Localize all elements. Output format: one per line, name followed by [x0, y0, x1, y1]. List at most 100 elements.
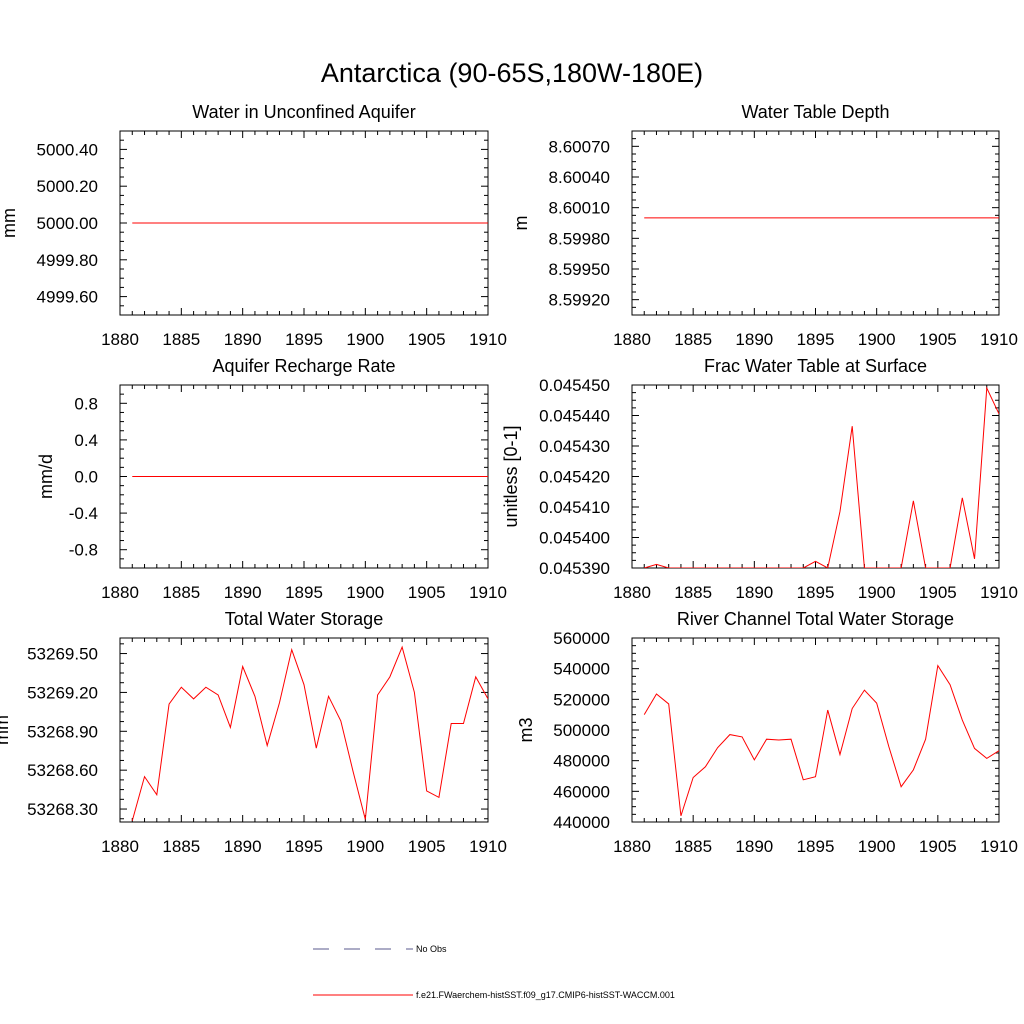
y-tick-label: 8.60010: [549, 199, 610, 218]
plot-frame: [631, 637, 1000, 823]
panel-water-in-unconfined-aquifer: Water in Unconfined Aquifer 1880 1885 1890 1…: [0, 102, 507, 349]
panel-river-channel-total-water-storage: River Channel Total Water Storage 1880 188…: [516, 609, 1018, 856]
y-tick-label: 560000: [553, 629, 610, 648]
y-tick-label: 53268.60: [27, 761, 98, 780]
x-tick-label: 1900: [346, 837, 384, 856]
y-tick-label: 8.59980: [549, 229, 610, 248]
y-tick-label: 8.59920: [549, 291, 610, 310]
y-tick-label: 540000: [553, 660, 610, 679]
x-tick-label: 1895: [285, 330, 323, 349]
y-tick-label: 0.045410: [539, 498, 610, 517]
x-tick-label: 1890: [735, 583, 773, 602]
y-axis-label: unitless [0-1]: [501, 425, 521, 527]
panel-title: River Channel Total Water Storage: [677, 609, 954, 629]
y-axis-label: mm/d: [36, 454, 56, 499]
series-line-0: [644, 386, 999, 568]
y-tick-label: 0.045450: [539, 376, 610, 395]
legend-item-model: f.e21.FWaerchem-histSST.f09_g17.CMIP6-hi…: [313, 990, 675, 1000]
x-tick-label: 1880: [613, 583, 651, 602]
x-tick-label: 1900: [858, 330, 896, 349]
panel-water-table-depth: Water Table Depth 1880 1885 1890 1895 1900 190…: [511, 102, 1018, 349]
x-tick-label: 1910: [469, 837, 507, 856]
y-tick-label: 0.8: [74, 394, 98, 413]
y-tick-label: 0.045400: [539, 529, 610, 548]
x-tick-label: 1885: [674, 330, 712, 349]
y-axis-label: m: [511, 216, 531, 231]
x-tick-label: 1895: [797, 583, 835, 602]
y-tick-label: 0.045420: [539, 468, 610, 487]
y-tick-label: 0.045440: [539, 407, 610, 426]
plot-frame: [631, 384, 1000, 569]
legend: No Obs f.e21.FWaerchem-histSST.f09_g17.C…: [313, 944, 675, 1000]
panel-title: Water in Unconfined Aquifer: [192, 102, 415, 122]
y-tick-label: -0.8: [69, 541, 98, 560]
panel-title: Frac Water Table at Surface: [704, 356, 927, 376]
x-tick-label: 1900: [346, 330, 384, 349]
y-tick-label: 4999.60: [37, 288, 98, 307]
y-axis-label: mm: [0, 715, 12, 745]
y-axis-label: m3: [516, 717, 536, 742]
x-tick-label: 1890: [224, 583, 262, 602]
x-tick-label: 1885: [162, 837, 200, 856]
x-tick-label: 1905: [408, 330, 446, 349]
y-tick-label: 0.045390: [539, 559, 610, 578]
x-tick-label: 1900: [346, 583, 384, 602]
x-tick-label: 1895: [285, 837, 323, 856]
x-tick-label: 1885: [162, 330, 200, 349]
y-axis-label: mm: [0, 208, 19, 238]
y-tick-label: 53269.50: [27, 645, 98, 664]
y-tick-label: -0.4: [69, 504, 98, 523]
x-tick-label: 1890: [224, 330, 262, 349]
x-tick-label: 1890: [735, 837, 773, 856]
y-tick-label: 53268.30: [27, 800, 98, 819]
x-tick-label: 1905: [919, 583, 957, 602]
x-tick-label: 1880: [613, 837, 651, 856]
x-tick-label: 1910: [469, 583, 507, 602]
x-tick-label: 1885: [162, 583, 200, 602]
x-tick-label: 1895: [797, 330, 835, 349]
y-tick-label: 8.60040: [549, 168, 610, 187]
x-tick-label: 1895: [285, 583, 323, 602]
x-tick-label: 1880: [101, 837, 139, 856]
x-tick-label: 1900: [858, 837, 896, 856]
legend-label-model: f.e21.FWaerchem-histSST.f09_g17.CMIP6-hi…: [416, 990, 675, 1000]
x-tick-label: 1910: [469, 330, 507, 349]
y-tick-label: 4999.80: [37, 251, 98, 270]
x-tick-label: 1910: [980, 583, 1018, 602]
x-tick-label: 1905: [919, 837, 957, 856]
panels: Water in Unconfined Aquifer 1880 1885 1890 1…: [0, 102, 1018, 856]
x-tick-label: 1910: [980, 330, 1018, 349]
legend-item-no-obs: No Obs: [313, 944, 447, 954]
y-tick-label: 5000.20: [37, 177, 98, 196]
x-tick-label: 1885: [674, 583, 712, 602]
y-tick-label: 8.60070: [549, 137, 610, 156]
y-tick-label: 460000: [553, 782, 610, 801]
panel-frac-water-table-at-surface: Frac Water Table at Surface 1880 1885 1890 1…: [501, 356, 1018, 602]
x-tick-label: 1905: [408, 837, 446, 856]
x-tick-label: 1910: [980, 837, 1018, 856]
y-tick-label: 0.045430: [539, 437, 610, 456]
x-tick-label: 1880: [101, 583, 139, 602]
x-tick-label: 1890: [735, 330, 773, 349]
series-line-0: [131, 645, 488, 821]
y-tick-label: 440000: [553, 813, 610, 832]
x-tick-label: 1895: [797, 837, 835, 856]
x-tick-label: 1900: [858, 583, 896, 602]
plot-frame: [631, 130, 1000, 316]
y-tick-label: 0.4: [74, 431, 98, 450]
series-line-0: [643, 664, 999, 817]
x-tick-label: 1880: [101, 330, 139, 349]
figure-title: Antarctica (90-65S,180W-180E): [321, 58, 703, 88]
legend-label-no-obs: No Obs: [416, 944, 447, 954]
y-tick-label: 53268.90: [27, 722, 98, 741]
y-tick-label: 5000.00: [37, 214, 98, 233]
y-tick-label: 0.0: [74, 468, 98, 487]
panel-title: Total Water Storage: [225, 609, 383, 629]
x-tick-label: 1890: [224, 837, 262, 856]
y-tick-label: 5000.40: [37, 140, 98, 159]
x-tick-label: 1880: [613, 330, 651, 349]
panel-total-water-storage: Total Water Storage 1880 1885 1890 1895 1900 1…: [0, 609, 507, 856]
y-tick-label: 520000: [553, 690, 610, 709]
x-tick-label: 1905: [919, 330, 957, 349]
